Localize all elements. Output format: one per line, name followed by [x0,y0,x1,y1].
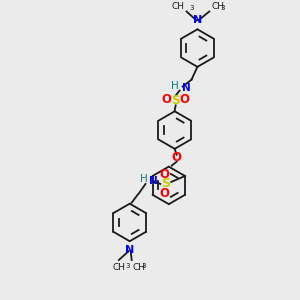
Text: O: O [159,167,169,181]
Text: 3: 3 [126,263,130,269]
Text: N: N [182,82,190,93]
Text: H: H [171,81,179,91]
Text: 3: 3 [220,4,225,10]
Text: O: O [159,187,169,200]
Text: N: N [193,15,202,25]
Text: CH: CH [133,263,146,272]
Text: N: N [149,176,158,186]
Text: O: O [172,151,182,164]
Text: CH: CH [112,263,125,272]
Text: 3: 3 [189,4,194,10]
Text: S: S [161,177,170,190]
Text: H: H [140,174,148,184]
Text: N: N [125,245,134,255]
Text: O: O [180,93,190,106]
Text: S: S [171,94,180,107]
Text: 3: 3 [142,263,146,269]
Text: CH: CH [172,2,184,10]
Text: CH: CH [211,2,224,10]
Text: O: O [162,93,172,106]
